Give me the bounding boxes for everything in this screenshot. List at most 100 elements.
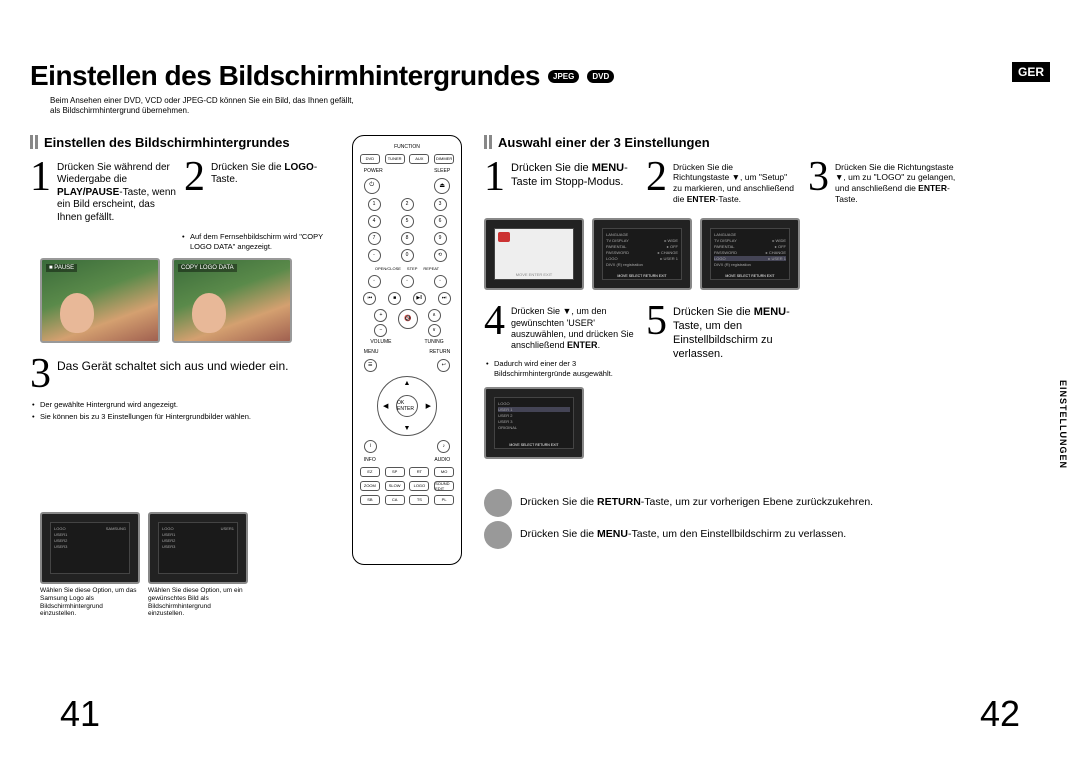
info-text: Drücken Sie die MENU-Taste, um den Einst… xyxy=(520,528,846,542)
preview-photo-pause: ■ PAUSE xyxy=(40,258,160,343)
step-text: Drücken Sie während der Wiedergabe die P… xyxy=(57,160,176,225)
remote-src-dimmer: DIMMER xyxy=(434,154,454,164)
photo-overlay-pause: ■ PAUSE xyxy=(46,264,77,272)
intro-text: Beim Ansehen einer DVD, VCD oder JPEG-CD… xyxy=(50,96,1050,117)
caption: Wählen Sie diese Option, um ein gewünsch… xyxy=(148,587,248,618)
step-number: 5 xyxy=(646,304,667,361)
step-number: 2 xyxy=(184,160,205,225)
dpad-left-icon: ◀ xyxy=(383,402,388,410)
left-section-head: Einstellen des Bildschirmhintergrundes xyxy=(30,135,330,150)
left-step-2: 2 Drücken Sie die LOGO-Taste. xyxy=(184,160,330,225)
step-number: 1 xyxy=(484,160,505,196)
right-step-3: 3 Drücken Sie die Richtungstaste ▼, um z… xyxy=(808,160,958,205)
right-step-2: 2 Drücken Sie die Richtungstaste ▼, um "… xyxy=(646,160,796,205)
audio-button: ♪ xyxy=(437,440,450,453)
dpad-up-icon: ▲ xyxy=(404,380,411,387)
left-column: Einstellen des Bildschirmhintergrundes 1… xyxy=(30,135,330,618)
remote-diagram: FUNCTION DVD TUNER AUX DIMMER POWER SLEE… xyxy=(352,135,462,565)
section-bars-icon xyxy=(484,135,492,149)
remote-label-return: RETURN xyxy=(429,349,450,355)
step-text: Drücken Sie die MENU-Taste im Stopp-Modu… xyxy=(511,160,634,196)
caption: Wählen Sie diese Option, um das Samsung … xyxy=(40,587,140,618)
step-text: Drücken Sie die LOGO-Taste. xyxy=(211,160,330,225)
eject-button: ⏏ xyxy=(434,178,450,194)
photo-overlay-copy: COPY LOGO DATA xyxy=(178,264,237,272)
bottom-option-1: LOGOSAMSUNG USER1 USER2 USER3 Wählen Sie… xyxy=(40,512,140,618)
step-number: 4 xyxy=(484,304,505,351)
bottom-option-2: LOGOUSER1 USER1 USER2 USER3 Wählen Sie d… xyxy=(148,512,248,618)
right-step-5: 5 Drücken Sie die MENU-Taste, um den Ein… xyxy=(646,304,796,361)
osd-thumb-blank: MOVE ENTER EXIT xyxy=(484,218,584,290)
step-text: Drücken Sie die Richtungstaste ▼, um "Se… xyxy=(673,160,796,205)
step-text: Drücken Sie die MENU-Taste, um den Einst… xyxy=(673,304,796,361)
right-column: Auswahl einer der 3 Einstellungen 1 Drüc… xyxy=(484,135,1050,618)
osd-thumb-setup: LANGUAGE TV DISPLAY▸ WIDE PARENTAL▸ OFF … xyxy=(592,218,692,290)
page-number-right: 42 xyxy=(980,693,1020,735)
side-tab: EINSTELLUNGEN xyxy=(1058,380,1068,469)
left-bullet-1: Auf dem Fernsehbildschirm wird "COPY LOG… xyxy=(180,232,330,252)
remote-label-info: INFO xyxy=(364,457,376,463)
section-bars-icon xyxy=(30,135,38,149)
page-number-left: 41 xyxy=(60,693,100,735)
step-text: Drücken Sie ▼, um den gewünschten 'USER'… xyxy=(511,304,634,351)
info-menu: Drücken Sie die MENU-Taste, um den Einst… xyxy=(484,521,1050,549)
remote-column: FUNCTION DVD TUNER AUX DIMMER POWER SLEE… xyxy=(342,135,472,618)
right-step-1: 1 Drücken Sie die MENU-Taste im Stopp-Mo… xyxy=(484,160,634,196)
step-number: 2 xyxy=(646,160,667,205)
power-button: ⏻ xyxy=(364,178,380,194)
osd-thumb: LOGOUSER1 USER1 USER2 USER3 xyxy=(148,512,248,584)
menu-button: ☰ xyxy=(364,359,377,372)
step-number: 3 xyxy=(808,160,829,205)
remote-btn-soundedit: SOUND EDIT xyxy=(434,481,454,491)
return-button: ↩ xyxy=(437,359,450,372)
preview-photo-copylogo: COPY LOGO DATA xyxy=(172,258,292,343)
badge-dvd: DVD xyxy=(587,70,614,83)
remote-label-audio: AUDIO xyxy=(434,457,450,463)
right-bullet-4: Dadurch wird einer der 3 Bildschirmhinte… xyxy=(484,359,634,379)
right-step-4: 4 Drücken Sie ▼, um den gewünschten 'USE… xyxy=(484,304,634,351)
step-text: Drücken Sie die Richtungstaste ▼, um zu … xyxy=(835,160,958,205)
left-section-title: Einstellen des Bildschirmhintergrundes xyxy=(44,135,290,150)
remote-label-power: POWER xyxy=(364,168,383,174)
osd-thumb-logo: LANGUAGE TV DISPLAY▸ WIDE PARENTAL▸ OFF … xyxy=(700,218,800,290)
remote-label-menu: MENU xyxy=(364,349,379,355)
remote-label-volume: VOLUME xyxy=(370,339,391,345)
remote-src-tuner: TUNER xyxy=(385,154,405,164)
dpad-right-icon: ▶ xyxy=(426,402,431,410)
info-button: i xyxy=(364,440,377,453)
step-number: 3 xyxy=(30,357,51,393)
page-title: Einstellen des Bildschirmhintergrundes xyxy=(30,60,540,92)
info-text: Drücken Sie die RETURN-Taste, um zur vor… xyxy=(520,496,873,510)
info-return: Drücken Sie die RETURN-Taste, um zur vor… xyxy=(484,489,1050,517)
remote-label-sleep: SLEEP xyxy=(434,168,450,174)
left-step-3: 3 Das Gerät schaltet sich aus und wieder… xyxy=(30,357,330,393)
remote-btn-logo: LOGO xyxy=(409,481,429,491)
intro-line1: Beim Ansehen einer DVD, VCD oder JPEG-CD… xyxy=(50,96,354,105)
dpad-down-icon: ▼ xyxy=(404,425,411,432)
lang-badge: GER xyxy=(1012,62,1050,82)
title-row: Einstellen des Bildschirmhintergrundes J… xyxy=(30,60,1050,92)
ok-button: OK ENTER xyxy=(396,395,418,417)
remote-label-function: FUNCTION xyxy=(394,144,420,150)
mute-button: 🔇 xyxy=(398,309,418,329)
right-section-title: Auswahl einer der 3 Einstellungen xyxy=(498,135,710,150)
dpad: ▲ ▼ ◀ ▶ OK ENTER xyxy=(377,376,437,436)
step-text: Das Gerät schaltet sich aus und wieder e… xyxy=(57,357,288,393)
step-number: 1 xyxy=(30,160,51,225)
remote-src-aux: AUX xyxy=(409,154,429,164)
remote-src-dvd: DVD xyxy=(360,154,380,164)
left-step-1: 1 Drücken Sie während der Wiedergabe die… xyxy=(30,160,176,225)
left-bullet-2: Der gewählte Hintergrund wird angezeigt. xyxy=(30,400,330,410)
manual-spread: GER Einstellen des Bildschirmhintergrund… xyxy=(0,0,1080,763)
right-section-head: Auswahl einer der 3 Einstellungen xyxy=(484,135,1050,150)
left-bullet-3: Sie können bis zu 3 Einstellungen für Hi… xyxy=(30,412,330,422)
remote-btn-slow: SLOW xyxy=(385,481,405,491)
remote-btn-zoom: ZOOM xyxy=(360,481,380,491)
info-dot-icon xyxy=(484,489,512,517)
osd-thumb: LOGOSAMSUNG USER1 USER2 USER3 xyxy=(40,512,140,584)
info-dot-icon xyxy=(484,521,512,549)
intro-line2: als Bildschirmhintergrund übernehmen. xyxy=(50,106,189,115)
remote-label-tuning: TUNING xyxy=(424,339,443,345)
badge-jpeg: JPEG xyxy=(548,70,579,83)
osd-thumb-user: LOGO USER 1 USER 2 USER 3 ORIGINAL MOVE … xyxy=(484,387,584,459)
